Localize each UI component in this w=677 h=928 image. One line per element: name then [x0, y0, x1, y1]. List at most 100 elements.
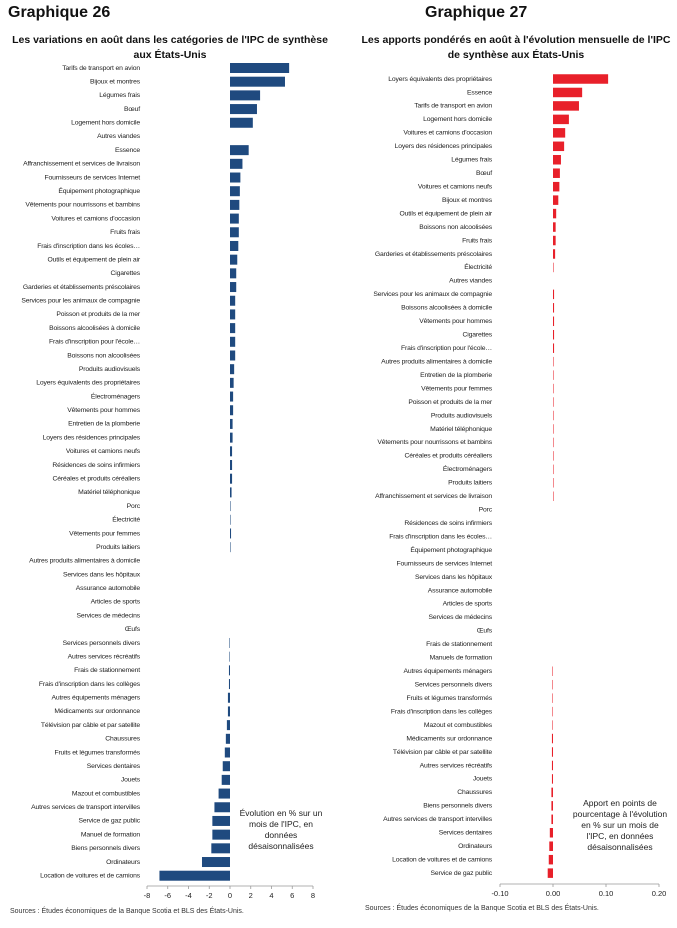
category-label: Boissons non alcoolisées — [67, 352, 140, 359]
category-label: Cigarettes — [463, 332, 493, 339]
category-label: Autres produits alimentaires à domicile — [29, 558, 140, 565]
bar — [227, 706, 230, 717]
category-label: Électricité — [464, 262, 492, 271]
category-label: Services personnels divers — [63, 640, 141, 647]
category-label: Location de voitures et de camions — [392, 856, 493, 863]
chart-title: Les apports pondérés en août à l'évoluti… — [361, 34, 671, 61]
category-label: Garderies et établissements préscolaires — [375, 251, 493, 258]
bar — [230, 117, 253, 128]
bar — [218, 788, 230, 799]
category-label: Ordinateurs — [458, 843, 493, 850]
category-label: Manuels de formation — [430, 655, 493, 662]
category-label: Œufs — [125, 626, 141, 633]
category-label: Essence — [467, 89, 492, 96]
chart-header: Graphique 26 — [8, 4, 111, 21]
chart-note: Apport en points de pourcentage à l'évol… — [572, 798, 668, 852]
x-tick-label: 0.20 — [652, 889, 667, 898]
category-label: Fruits et légumes transformés — [406, 695, 492, 702]
bar — [553, 464, 554, 475]
category-label: Articles de sports — [443, 601, 493, 608]
category-label: Boissons alcoolisées à domicile — [401, 305, 492, 312]
category-label: Services dentaires — [87, 763, 141, 770]
bar — [551, 774, 553, 784]
bar — [159, 870, 230, 881]
x-tick-label: 0 — [228, 891, 232, 900]
category-label: Équipement photographique — [58, 186, 140, 195]
category-label: Voitures et camions d'occasion — [403, 130, 492, 137]
bar — [553, 410, 554, 421]
x-tick-label: 8 — [311, 891, 315, 900]
bar — [553, 289, 555, 300]
category-label: Services pour les animaux de compagnie — [21, 298, 140, 305]
bar — [230, 336, 236, 347]
category-label: Céréales et produits céréaliers — [52, 475, 140, 482]
x-tick-label: -8 — [144, 891, 151, 900]
bar — [551, 801, 553, 811]
category-label: Assurance automobile — [428, 587, 493, 594]
category-label: Chaussures — [457, 789, 493, 796]
bar — [553, 343, 555, 353]
bar — [230, 460, 233, 471]
category-label: Services de médecins — [77, 612, 141, 619]
bar — [553, 168, 560, 178]
category-label: Tarifs de transport en avion — [62, 65, 140, 72]
bar — [226, 720, 230, 731]
category-label: Frais d'inscription pour l'école… — [49, 339, 140, 346]
category-label: Service de gaz public — [79, 818, 141, 825]
bar — [230, 63, 290, 73]
category-label: Jouets — [121, 777, 141, 784]
category-label: Loyers équivalents des propriétaires — [36, 380, 141, 387]
bar — [230, 309, 236, 320]
bar — [552, 706, 553, 717]
bar — [549, 841, 553, 851]
category-label: Résidences de soins infirmiers — [52, 462, 140, 469]
category-label: Fournisseurs de services Internet — [396, 560, 492, 567]
bar — [221, 774, 230, 785]
category-label: Autres équipements ménagers — [403, 668, 492, 675]
category-label: Porc — [479, 507, 493, 514]
chart-title: Les variations en août dans les catégori… — [12, 34, 328, 61]
x-tick-label: -0.10 — [491, 889, 508, 898]
category-label: Cigarettes — [111, 270, 141, 277]
bar — [230, 350, 236, 361]
bar — [549, 828, 553, 838]
bar — [553, 155, 561, 165]
bar — [211, 843, 230, 854]
category-label: Bijoux et montres — [442, 197, 493, 204]
x-tick-label: 2 — [249, 891, 253, 900]
bar — [553, 101, 579, 111]
category-label: Services pour les animaux de compagnie — [373, 291, 492, 298]
category-label: Frais de stationnement — [74, 667, 140, 674]
category-label: Bœuf — [476, 170, 492, 177]
category-label: Boissons non alcoolisées — [419, 224, 492, 231]
category-label: Services dans les hôpitaux — [63, 571, 141, 578]
bar — [551, 787, 553, 798]
bar — [553, 478, 554, 488]
category-label: Vêtements pour hommes — [67, 407, 141, 414]
bar — [230, 323, 236, 334]
chart-note: Évolution en % sur un mois de l'IPC, en … — [239, 808, 323, 851]
bar — [552, 720, 553, 730]
category-label: Frais d'inscription dans les collèges — [391, 708, 493, 715]
bar — [553, 451, 554, 461]
category-label: Outils et équipement de plein air — [47, 256, 140, 263]
bar — [229, 637, 230, 648]
bar — [230, 186, 240, 197]
category-label: Location de voitures et de camions — [40, 873, 141, 880]
category-label: Autres services récréatifs — [68, 653, 141, 660]
category-label: Frais d'inscription dans les écoles… — [37, 243, 140, 250]
bar — [553, 356, 554, 367]
bar — [230, 487, 232, 498]
x-tick-label: 6 — [290, 891, 294, 900]
bar — [230, 268, 237, 279]
category-label: Biens personnels divers — [423, 803, 492, 810]
category-label: Vêtements pour nourrissons et bambins — [25, 202, 140, 209]
bar — [228, 679, 230, 690]
bar — [553, 303, 555, 313]
category-label: Télévision par câble et par satellite — [41, 722, 140, 729]
bar — [230, 432, 233, 443]
category-label: Voitures et camions neufs — [418, 183, 493, 190]
category-label: Voitures et camions d'occasion — [51, 215, 140, 222]
category-label: Produits laitiers — [96, 544, 141, 551]
